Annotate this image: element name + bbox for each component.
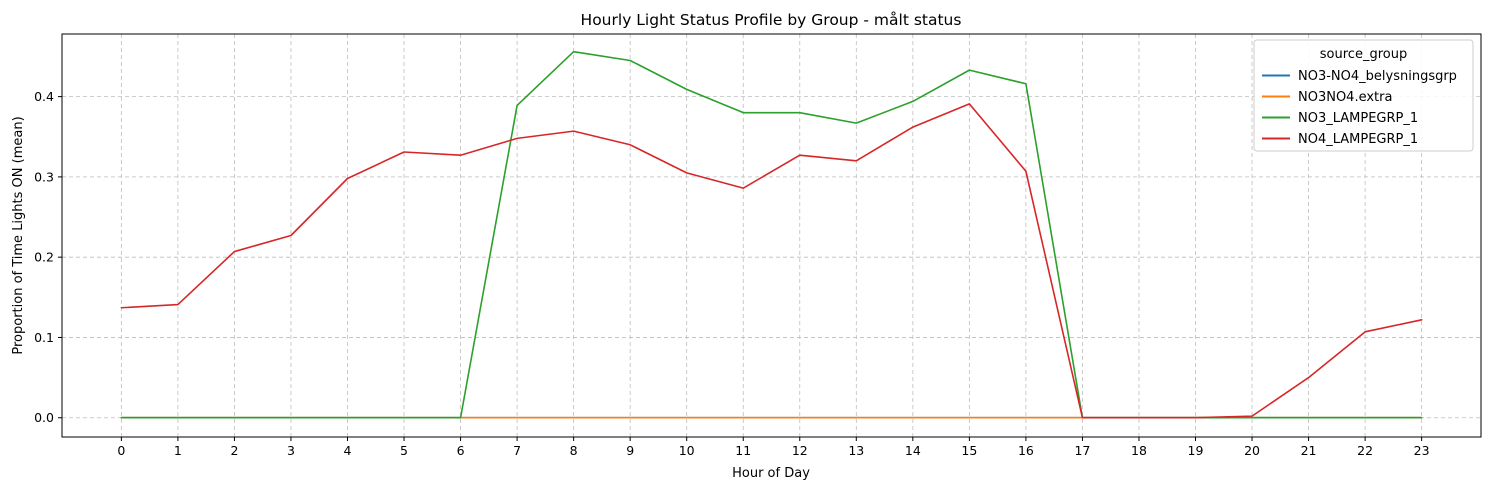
series-line-no4-lampegrp-1 bbox=[120, 103, 1423, 419]
legend-label: NO3NO4.extra bbox=[1298, 90, 1392, 105]
x-tick-label: 1 bbox=[174, 443, 182, 458]
legend-entries: NO3-NO4_belysningsgrp NO3NO4.extra NO3_LAM… bbox=[1262, 69, 1457, 147]
x-tick-label: 14 bbox=[905, 443, 921, 458]
x-tick-label: 20 bbox=[1244, 443, 1260, 458]
x-tick-label: 11 bbox=[735, 443, 751, 458]
series-lines bbox=[120, 50, 1423, 419]
x-tick-label: 23 bbox=[1414, 443, 1430, 458]
x-tick-label: 18 bbox=[1131, 443, 1147, 458]
x-tick-label: 7 bbox=[513, 443, 521, 458]
x-tick-label: 4 bbox=[344, 443, 352, 458]
legend: source_group NO3-NO4_belysningsgrp NO3NO4… bbox=[1253, 39, 1474, 152]
x-tick-label: 8 bbox=[570, 443, 578, 458]
x-tick-label: 2 bbox=[230, 443, 238, 458]
x-tick-label: 6 bbox=[457, 443, 465, 458]
legend-title: source_group bbox=[1320, 47, 1407, 62]
y-tick-label: 0.3 bbox=[34, 169, 54, 184]
x-tick-label: 16 bbox=[1018, 443, 1034, 458]
x-tick-label: 19 bbox=[1188, 443, 1204, 458]
legend-label: NO4_LAMPEGRP_1 bbox=[1298, 132, 1418, 147]
plot-frame bbox=[61, 33, 1482, 438]
x-tick-label: 9 bbox=[626, 443, 634, 458]
x-tick-label: 15 bbox=[961, 443, 977, 458]
x-tick-label: 17 bbox=[1074, 443, 1090, 458]
y-axis-title: Proportion of Time Lights ON (mean) bbox=[11, 116, 26, 354]
chart-title: Hourly Light Status Profile by Group - m… bbox=[581, 11, 962, 29]
y-tick-label: 0.2 bbox=[34, 250, 54, 265]
x-tick-label: 3 bbox=[287, 443, 295, 458]
x-tick-label: 5 bbox=[400, 443, 408, 458]
x-axis-ticks: 0 1 2 3 4 5 6 7 8 9 10 11 12 13 14 15 16 17 18 19 20 21 22 23 bbox=[117, 437, 1430, 458]
legend-label: NO3-NO4_belysningsgrp bbox=[1298, 69, 1457, 84]
x-tick-label: 10 bbox=[679, 443, 695, 458]
legend-box bbox=[1253, 39, 1474, 152]
x-axis-title: Hour of Day bbox=[732, 466, 810, 481]
x-tick-label: 21 bbox=[1301, 443, 1317, 458]
legend-label: NO3_LAMPEGRP_1 bbox=[1298, 111, 1418, 126]
x-tick-label: 12 bbox=[792, 443, 808, 458]
y-tick-label: 0.4 bbox=[34, 89, 54, 104]
x-tick-label: 0 bbox=[117, 443, 125, 458]
x-tick-label: 22 bbox=[1357, 443, 1373, 458]
y-tick-label: 0.0 bbox=[34, 410, 54, 425]
x-tick-label: 13 bbox=[848, 443, 864, 458]
y-tick-label: 0.1 bbox=[34, 330, 54, 345]
y-axis-ticks: 0.0 0.1 0.2 0.3 0.4 bbox=[34, 89, 62, 425]
